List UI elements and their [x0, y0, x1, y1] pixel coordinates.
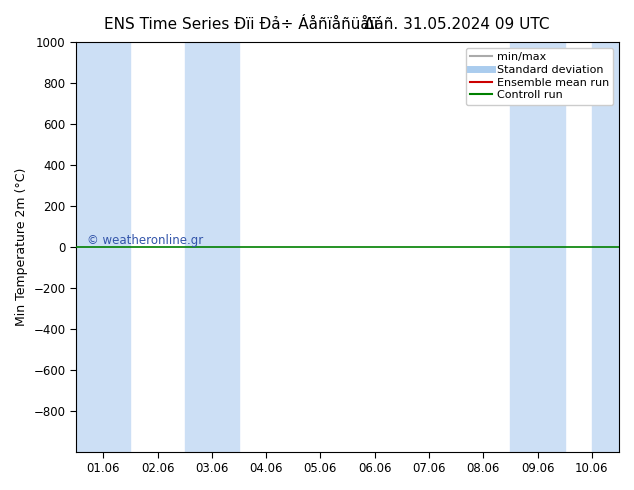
Text: ENS Time Series Đïi Đả÷ Áåñïåñüåïï: ENS Time Series Đïi Đả÷ Áåñïåñüåïï — [104, 17, 378, 32]
Legend: min/max, Standard deviation, Ensemble mean run, Controll run: min/max, Standard deviation, Ensemble me… — [465, 48, 614, 105]
Text: © weatheronline.gr: © weatheronline.gr — [87, 234, 204, 247]
Y-axis label: Min Temperature 2m (°C): Min Temperature 2m (°C) — [15, 168, 28, 326]
Bar — [592, 42, 619, 452]
Bar — [184, 42, 239, 452]
Text: Δáñ. 31.05.2024 09 UTC: Δáñ. 31.05.2024 09 UTC — [364, 17, 549, 32]
Bar — [76, 42, 131, 452]
Bar — [510, 42, 565, 452]
